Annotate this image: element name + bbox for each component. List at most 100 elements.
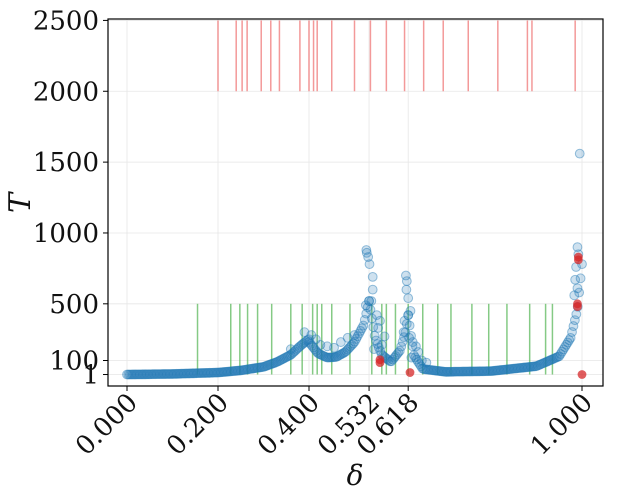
scatter-point-172	[364, 296, 374, 306]
scatter-point-48	[190, 368, 201, 379]
scatter-point-106	[272, 356, 283, 367]
scatter-point-203	[406, 330, 416, 341]
scatter-point-209	[414, 359, 425, 369]
scatter-point-40	[178, 368, 189, 379]
scatter-point-268	[498, 364, 509, 375]
scatter-point-259	[485, 366, 496, 377]
scatter-point-67	[217, 367, 228, 378]
scatter-point-94	[255, 362, 266, 373]
scatter-point-328	[367, 271, 378, 282]
y-tick-label-1: 100	[49, 346, 99, 376]
scatter-point-66	[215, 367, 226, 378]
scatter-point-339	[401, 276, 412, 287]
scatter-point-232	[447, 366, 458, 377]
scatter-point-57	[203, 367, 213, 378]
scatter-point-363	[572, 242, 583, 253]
scatter-point-93	[254, 362, 265, 373]
scatter-point-278	[512, 363, 523, 374]
scatter-point-60	[207, 367, 218, 378]
scatter-point-29	[163, 369, 174, 379]
scatter-point-248	[470, 366, 481, 377]
scatter-point-335	[379, 331, 390, 342]
scatter-point-148	[331, 352, 342, 362]
scatter-point-43	[183, 368, 194, 379]
scatter-point-141	[321, 352, 332, 363]
scatter-point-76	[230, 366, 240, 376]
scatter-point-139	[318, 350, 329, 361]
scatter-point-179	[373, 342, 384, 353]
scatter-point-37	[174, 368, 185, 379]
x-tick-label-1: 0.200	[161, 388, 235, 462]
scatter-point-176	[369, 330, 380, 341]
scatter-point-74	[227, 366, 238, 377]
scatter-point-227	[440, 366, 451, 377]
scatter-point-330	[366, 296, 377, 306]
scatter-point-329	[367, 284, 378, 295]
scatter-point-44	[184, 368, 195, 379]
scatter-point-225	[437, 366, 448, 377]
scatter-point-245	[465, 366, 476, 377]
scatter-point-331	[360, 300, 371, 311]
scatter-point-309	[557, 346, 567, 357]
scatter-point-189	[387, 354, 398, 365]
scatter-point-204	[407, 341, 418, 352]
scatter-point-276	[510, 363, 520, 374]
scatter-point-59	[205, 367, 216, 378]
scatter-point-213	[420, 364, 431, 375]
x-axis-label: δ	[347, 459, 364, 492]
scatter-point-273	[505, 364, 516, 374]
scatter-point-51	[194, 368, 205, 379]
scatter-point-367	[572, 283, 583, 294]
scatter-point-99	[262, 360, 273, 371]
scatter-point-366	[570, 274, 581, 285]
scatter-point-333	[375, 315, 385, 326]
scatter-point-115	[285, 350, 296, 360]
scatter-point-292	[532, 360, 543, 371]
scatter-point-131	[306, 340, 317, 351]
scatter-point-27	[160, 369, 171, 379]
scatter-point-274	[507, 363, 518, 374]
scatter-point-344	[398, 327, 409, 338]
scatter-point-83	[240, 364, 250, 375]
scatter-point-160	[348, 338, 359, 349]
scatter-point-288	[527, 361, 538, 372]
y-axis-label: T	[3, 191, 38, 213]
scatter-point-80	[235, 365, 246, 376]
scatter-point-300	[544, 355, 555, 366]
y-tick-label-4: 1500	[33, 148, 99, 178]
y-tick-label-5: 2000	[33, 77, 99, 107]
scatter-point-250	[473, 366, 483, 377]
scatter-point-142	[322, 352, 333, 363]
scatter-point-113	[282, 351, 293, 362]
red-vertical-lines	[217, 20, 576, 92]
scatter-point-283	[520, 362, 530, 373]
scatter-point-147	[329, 352, 340, 362]
red-point-4	[573, 255, 583, 265]
scatter-point-161	[349, 336, 360, 347]
scatter-point-72	[224, 366, 235, 377]
scatter-point-243	[463, 366, 473, 377]
scatter-point-151	[335, 349, 346, 360]
scatter-point-52	[196, 368, 206, 378]
scatter-point-35	[171, 368, 182, 379]
scatter-point-267	[497, 364, 508, 375]
scatter-point-34	[170, 368, 181, 379]
scatter-point-261	[488, 365, 499, 376]
scatter-point-149	[332, 351, 343, 362]
scatter-point-236	[453, 366, 463, 377]
scatter-point-208	[413, 356, 424, 367]
scatter-point-324	[361, 245, 372, 255]
scatter-point-26	[159, 369, 169, 379]
scatter-point-361	[285, 344, 296, 355]
scatter-point-41	[180, 368, 191, 379]
scatter-point-342	[405, 305, 416, 316]
scatter-point-201	[403, 310, 414, 321]
scatter-point-165	[355, 325, 366, 336]
scatter-point-359	[342, 332, 353, 343]
scatter-point-284	[521, 362, 532, 373]
scatter-point-202	[404, 320, 415, 331]
scatter-point-88	[247, 363, 258, 374]
scatter-point-294	[535, 359, 546, 370]
